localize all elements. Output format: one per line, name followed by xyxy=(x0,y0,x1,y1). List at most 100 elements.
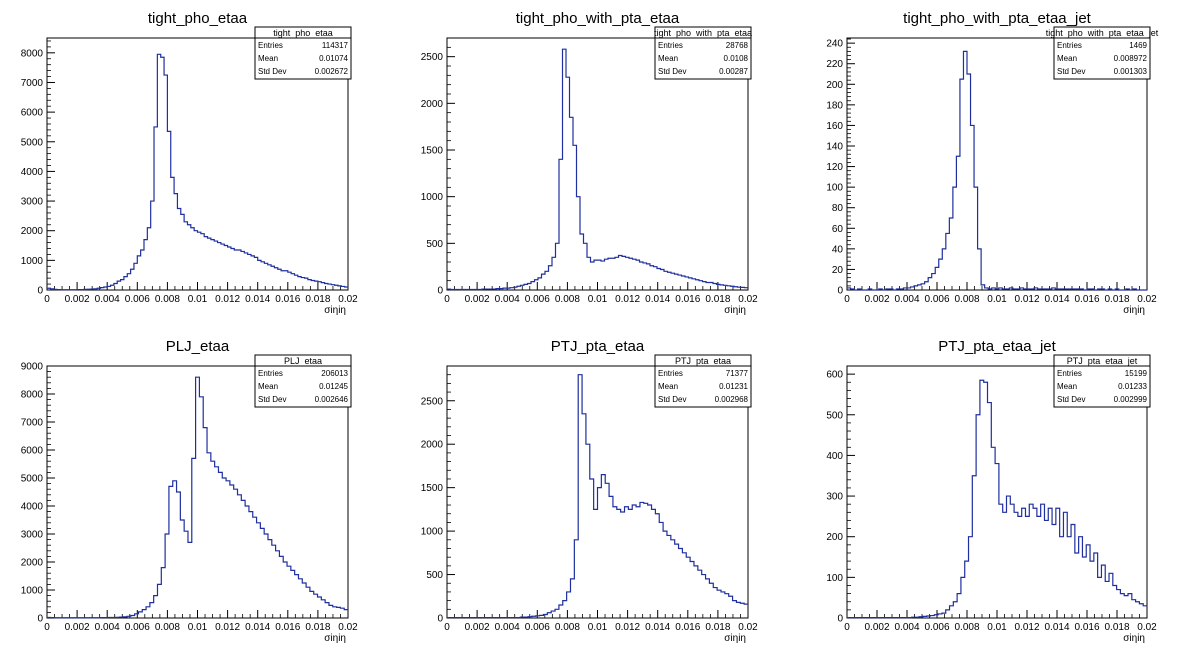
histogram-bin xyxy=(112,617,116,618)
histogram-bin xyxy=(117,281,120,290)
histogram-bin xyxy=(953,187,957,290)
histogram-bin xyxy=(111,285,114,290)
x-tick-label: 0.016 xyxy=(275,622,300,633)
histogram-bin xyxy=(985,288,989,290)
histogram-bin xyxy=(919,617,923,618)
histogram-bin xyxy=(1115,289,1119,290)
histogram-bin xyxy=(278,269,281,290)
stats-box xyxy=(254,26,352,80)
histogram-bin xyxy=(208,238,211,290)
histogram-bin xyxy=(1003,512,1007,618)
x-tick-label: 0.006 xyxy=(525,294,550,305)
histogram-bin xyxy=(567,592,571,618)
histogram-bin xyxy=(974,187,978,290)
x-tick-label: 0.016 xyxy=(675,294,700,305)
histogram-bin xyxy=(520,617,524,618)
histogram-bin xyxy=(295,575,299,618)
stats-value: 0.00287 xyxy=(719,67,748,76)
histogram-bin xyxy=(942,613,946,618)
histogram-bin xyxy=(652,509,656,618)
histogram-bin xyxy=(196,377,200,618)
histogram-bin xyxy=(231,248,234,290)
histogram-bin xyxy=(1076,289,1080,290)
x-tick-label: 0.012 xyxy=(215,294,240,305)
x-tick-label: 0.002 xyxy=(65,622,90,633)
stats-value: 114317 xyxy=(322,41,349,50)
stats-value: 0.002646 xyxy=(315,395,349,404)
histogram-bin xyxy=(305,278,308,290)
histogram-bin xyxy=(154,127,157,290)
histogram-bin xyxy=(971,125,975,290)
histogram-bin xyxy=(344,610,348,618)
histogram-bin xyxy=(1066,289,1070,290)
histogram-bin xyxy=(636,507,640,618)
histogram-bin xyxy=(199,397,203,618)
histogram-bin xyxy=(180,520,184,618)
histogram-bin xyxy=(717,590,721,618)
y-tick-label: 500 xyxy=(426,570,443,581)
histogram-bin xyxy=(577,197,581,290)
histogram-bin xyxy=(650,266,654,290)
chart-title: PLJ_etaa xyxy=(166,338,230,355)
histogram-bin xyxy=(271,266,274,290)
histogram-bin xyxy=(241,251,244,290)
histogram-bin xyxy=(281,271,284,290)
x-tick-label: 0.02 xyxy=(738,622,758,633)
histogram-bin xyxy=(956,156,960,290)
histogram-bin xyxy=(154,596,158,618)
histogram-bin xyxy=(127,616,131,618)
stats-value: 0.0108 xyxy=(724,54,749,63)
histogram-bin xyxy=(171,177,174,290)
histogram-bin xyxy=(314,594,318,618)
stats-value: 71377 xyxy=(726,369,749,378)
histogram-bin xyxy=(657,269,661,290)
x-tick-label: 0.012 xyxy=(615,294,640,305)
histogram-bin xyxy=(640,262,644,290)
histogram-bin xyxy=(1010,504,1014,618)
histogram-bin xyxy=(257,523,261,618)
x-tick-label: 0.012 xyxy=(215,622,240,633)
histogram-bin xyxy=(978,249,982,290)
histogram-bin xyxy=(211,240,214,290)
histogram-bin xyxy=(333,607,337,618)
stats-value: 0.008972 xyxy=(1114,54,1148,63)
histogram-bin xyxy=(84,289,87,290)
histogram-bin xyxy=(847,288,851,290)
x-tick-label: 0.01 xyxy=(588,622,608,633)
histogram-bin xyxy=(254,257,257,290)
x-tick-label: 0.02 xyxy=(738,294,758,305)
histogram-bin xyxy=(552,257,556,290)
histogram-bin xyxy=(692,279,696,290)
histogram-bin xyxy=(675,544,679,618)
histogram-bin xyxy=(251,256,254,290)
stats-value: 0.001303 xyxy=(1114,67,1148,76)
stats-label: Entries xyxy=(658,41,683,50)
histogram-bin xyxy=(1031,289,1035,290)
histogram-bin xyxy=(988,403,992,618)
x-tick-label: 0.004 xyxy=(894,294,919,305)
histogram-bin xyxy=(116,617,120,618)
histogram-bin xyxy=(995,289,999,290)
y-tick-label: 8000 xyxy=(21,390,44,401)
histogram-bin xyxy=(868,289,872,290)
stats-label: Mean xyxy=(258,382,278,391)
stats-label: Entries xyxy=(1057,369,1082,378)
x-tick-label: 0.004 xyxy=(95,622,120,633)
histogram-bin xyxy=(211,461,215,618)
stats-name: tight_pho_with_pta_etaa_jet xyxy=(1046,28,1159,38)
x-tick-label: 0 xyxy=(444,294,450,305)
histogram-panel: tight_pho_etaa 0 1000 2000 3000 4000 5000 6000 7… xyxy=(21,10,358,316)
histogram-bin xyxy=(234,489,238,618)
y-tick-label: 160 xyxy=(826,121,843,132)
stats-value: 0.01231 xyxy=(719,382,748,391)
x-tick-label: 0.006 xyxy=(125,622,150,633)
y-tick-label: 3000 xyxy=(21,197,44,208)
histogram-bin xyxy=(264,263,267,290)
histogram-bin xyxy=(1101,289,1105,290)
histogram-bin xyxy=(514,287,518,290)
histogram-bin xyxy=(741,287,745,290)
histogram-bin xyxy=(729,596,733,618)
histogram-bin xyxy=(50,289,53,290)
histogram-bin xyxy=(992,288,996,290)
histogram-bin xyxy=(532,616,536,618)
